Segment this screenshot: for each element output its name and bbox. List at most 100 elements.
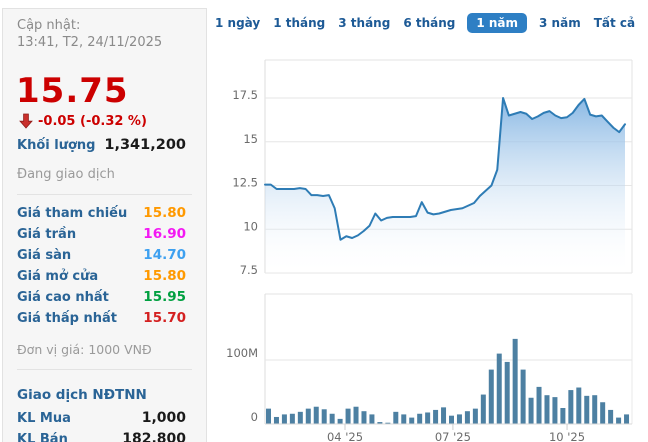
foreign-row-label: KL Mua [17,411,71,426]
volume-label: Khối lượng [17,138,96,153]
volume-bar [401,414,407,424]
range-tab-4[interactable]: 6 tháng [403,16,456,30]
volume-bar [576,387,582,424]
volume-bar [616,417,622,424]
price-info-label: Giá sàn [17,248,72,263]
volume-bar [568,390,574,424]
volume-bar-chart[interactable]: 100M 0 04 '25 07 '25 10 '25 [216,288,648,442]
volume-bar [592,395,598,424]
volume-bar [456,414,462,424]
volume-bar [425,412,431,424]
range-tab-bar: 1 ngày 1 tháng 3 tháng 6 tháng 1 năm 3 năm Tất… [214,12,648,34]
price-info-row: Giá thấp nhất 15.70 [3,310,206,331]
volume-value: 1,341,200 [104,137,186,153]
last-price: 15.75 [16,71,129,111]
volume-bar [369,414,375,424]
volume-bar [552,397,558,424]
volume-bar [377,422,383,424]
price-unit-note: Đơn vị giá: 1000 VNĐ [17,342,152,357]
last-updated: Cập nhật: 13:41, T2, 24/11/2025 [17,17,162,51]
volume-bar [337,418,343,424]
volume-bar [385,422,391,424]
volume-bar [353,406,359,424]
volume-bar [321,409,327,424]
range-tab-1[interactable]: 1 ngày [215,16,261,30]
foreign-trading-table: KL Mua 1,000 KL Bán 182,800 [3,410,206,442]
volume-bar [441,407,447,424]
quote-panel: Cập nhật: 13:41, T2, 24/11/2025 15.75 -0… [2,8,207,442]
price-info-label: Giá trần [17,227,77,242]
volume-bar [560,408,566,424]
volume-bar [417,413,423,424]
price-info-value: 15.95 [143,289,186,305]
change-value: -0.05 (-0.32 %) [38,113,147,129]
volume-bar [464,411,470,424]
price-info-row: Giá trần 16.90 [3,226,206,247]
price-info-value: 15.80 [143,205,186,221]
x-axis-label: 07 '25 [435,430,471,442]
y-axis-label: 12.5 [232,176,258,190]
price-change: -0.05 (-0.32 %) [19,113,147,129]
volume-bar [329,413,335,424]
x-axis-label: 10 '25 [549,430,585,442]
price-info-label: Giá mở cửa [17,269,99,284]
price-info-label: Giá tham chiếu [17,206,128,221]
price-info-value: 16.90 [143,226,186,242]
price-info-row: Giá cao nhất 15.95 [3,289,206,310]
price-info-value: 15.80 [143,268,186,284]
y-axis-label: 15 [243,132,258,146]
volume-bar [488,369,494,424]
volume-bar [624,414,630,424]
volume-bar [504,361,510,424]
price-info-table: Giá tham chiếu 15.80 Giá trần 16.90 Giá sàn 1… [3,205,206,331]
foreign-row-label: KL Bán [17,432,68,442]
volume-bar [281,414,287,424]
volume-bar [289,413,295,424]
volume-bar [393,411,399,424]
y-axis-label: 7.5 [240,263,258,277]
divider [17,369,192,370]
volume-bar [512,338,518,424]
y-axis-label: 17.5 [232,88,258,102]
volume-bar [273,416,279,424]
divider [17,194,192,195]
price-line [264,97,626,241]
foreign-trading-title: Giao dịch NĐTNN [17,387,147,403]
volume-bar [266,408,271,424]
arrow-down-icon [19,113,33,129]
y-axis-label: 10 [243,219,258,233]
x-axis-label: 04 '25 [327,430,363,442]
trading-status: Đang giao dịch [17,167,115,182]
range-tab-5[interactable]: 1 năm [467,13,528,33]
volume-bar [528,397,534,424]
price-info-row: Giá sàn 14.70 [3,247,206,268]
volume-bar [313,406,319,424]
area-fill [265,98,625,273]
volume-bar [496,353,502,424]
volume-bar [361,411,367,424]
price-area-chart[interactable]: 7.5 10 12.5 15 17.5 [216,56,648,284]
volume-bar [449,415,454,424]
price-info-label: Giá thấp nhất [17,311,117,326]
updated-time: 13:41, T2, 24/11/2025 [17,35,163,50]
range-tab-2[interactable]: 1 tháng [273,16,326,30]
volume-bar [472,408,478,424]
volume-bar [345,408,351,424]
volume-bar [536,386,542,424]
range-tab-6[interactable]: 3 năm [539,16,581,30]
volume-bar [480,394,486,424]
price-info-row: Giá tham chiếu 15.80 [3,205,206,226]
volume-bar [305,408,311,424]
price-info-value: 15.70 [143,310,186,326]
price-info-value: 14.70 [143,247,186,263]
volume-bar [584,395,590,424]
foreign-trading-row: KL Bán 182,800 [3,431,206,442]
volume-bar [520,369,526,424]
foreign-trading-row: KL Mua 1,000 [3,410,206,431]
range-tab-7[interactable]: Tất cả [593,16,636,30]
volume-bar [433,409,439,424]
range-tab-3[interactable]: 3 tháng [338,16,391,30]
updated-label: Cập nhật: [17,18,81,33]
foreign-row-value: 182,800 [122,431,186,442]
